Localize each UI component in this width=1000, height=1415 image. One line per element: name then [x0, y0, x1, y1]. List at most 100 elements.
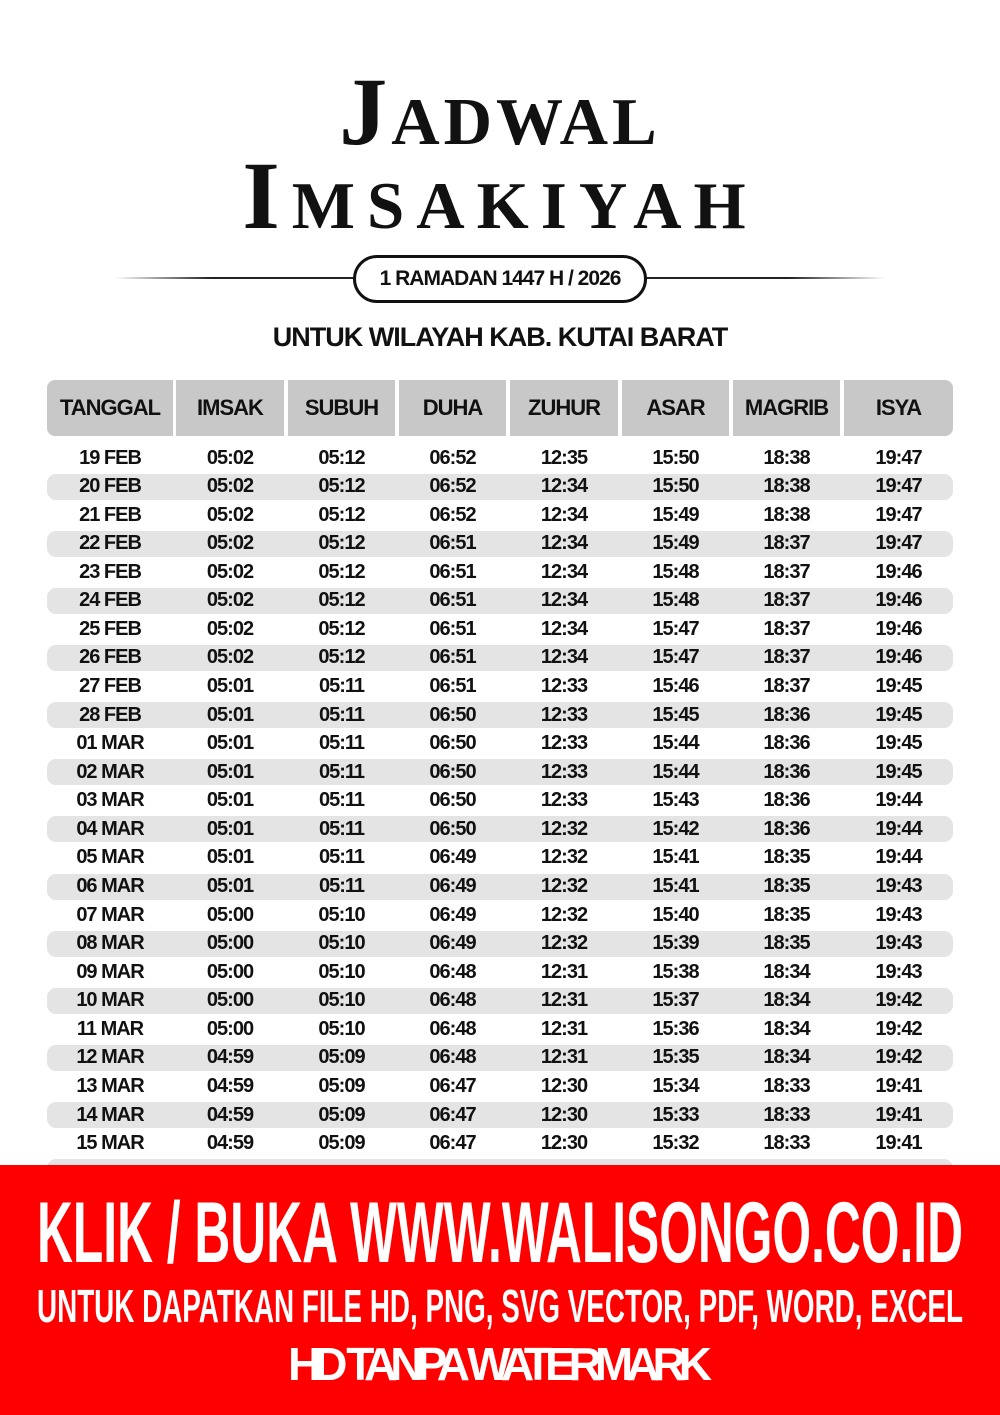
cell-value: 19:45	[875, 760, 922, 783]
table-row: 20 FEB 05:02 05:12 06:52 12:34 15:50 18:38 19:4…	[47, 473, 953, 500]
promo-banner[interactable]: KLIK / BUKA WWW.WALISONGO.CO.ID UNTUK DA…	[0, 1165, 1000, 1415]
cell-magrib: 18:34	[733, 1045, 840, 1071]
cell-magrib: 18:38	[733, 474, 840, 500]
cell-date: 27 FEB	[47, 674, 173, 700]
column-header-label: DUHA	[422, 395, 484, 420]
column-header-label: IMSAK	[197, 395, 264, 420]
cell-value: 18:33	[763, 1075, 810, 1098]
cell-value: 05:10	[318, 1017, 365, 1040]
cell-value: 15:47	[652, 617, 699, 640]
cell-value: 06:52	[429, 446, 476, 469]
cell-value: 05:02	[206, 589, 254, 612]
cell-value: 06:50	[429, 817, 476, 840]
cell-isya: 19:45	[844, 759, 953, 785]
cell-duha: 06:48	[399, 1016, 506, 1042]
cell-date: 14 MAR	[47, 1102, 173, 1128]
cell-imsak: 05:01	[176, 731, 284, 757]
cell-asar: 15:43	[622, 788, 729, 814]
cell-value: 05:02	[206, 560, 254, 583]
cell-zuhur: 12:30	[510, 1131, 618, 1157]
cell-value: 06:48	[429, 989, 476, 1012]
table-row: 04 MAR 05:01 05:11 06:50 12:32 15:42 18:36 19:4…	[47, 816, 953, 843]
cell-zuhur: 12:33	[510, 674, 618, 700]
cell-value: 19:47	[875, 475, 922, 498]
cell-zuhur: 12:32	[510, 816, 618, 842]
cell-magrib: 18:34	[733, 988, 840, 1014]
cell-magrib: 18:37	[733, 531, 840, 557]
cell-value: 05:11	[318, 817, 365, 840]
cell-value: 18:35	[763, 903, 810, 926]
cell-asar: 15:39	[622, 931, 729, 957]
cell-zuhur: 12:34	[510, 502, 618, 528]
cell-value: 19:41	[875, 1132, 922, 1155]
cell-value: 06:51	[429, 589, 476, 612]
cell-magrib: 18:33	[733, 1074, 840, 1100]
cell-asar: 15:47	[622, 645, 729, 671]
cell-value: 19:43	[875, 932, 922, 955]
cell-zuhur: 12:33	[510, 731, 618, 757]
cell-subuh: 05:11	[288, 788, 395, 814]
cell-value: 15:36	[652, 1017, 699, 1040]
cell-asar: 15:34	[622, 1074, 729, 1100]
cell-value: 12:32	[540, 846, 588, 869]
banner-line-1[interactable]: KLIK / BUKA WWW.WALISONGO.CO.ID	[37, 1185, 963, 1281]
cell-imsak: 05:00	[176, 931, 284, 957]
cell-value: 05:12	[318, 589, 365, 612]
cell-magrib: 18:36	[733, 731, 840, 757]
cell-asar: 15:44	[622, 759, 729, 785]
cell-value: 06:50	[429, 789, 476, 812]
cell-imsak: 05:00	[176, 959, 284, 985]
cell-value: 12:32	[540, 875, 588, 898]
cell-date: 09 MAR	[47, 959, 173, 985]
cell-duha: 06:47	[399, 1074, 506, 1100]
cell-magrib: 18:35	[733, 931, 840, 957]
table-row: 15 MAR 04:59 05:09 06:47 12:30 15:32 18:33 19:4…	[47, 1131, 953, 1157]
cell-value: 05:02	[206, 475, 254, 498]
cell-value: 19:45	[875, 732, 922, 755]
cell-value: 06:50	[429, 760, 476, 783]
cell-value: 18:36	[763, 732, 810, 755]
cell-value: 07 MAR	[76, 903, 144, 926]
cell-value: 19:44	[875, 817, 922, 840]
cell-asar: 15:41	[622, 874, 729, 900]
cell-value: 15:50	[652, 475, 699, 498]
cell-value: 15:47	[652, 646, 699, 669]
table-row: 12 MAR 04:59 05:09 06:48 12:31 15:35 18:34 19:4…	[47, 1044, 953, 1071]
cell-zuhur: 12:34	[510, 588, 618, 614]
cell-duha: 06:47	[399, 1102, 506, 1128]
column-header-isya: ISYA	[844, 380, 953, 436]
cell-subuh: 05:09	[288, 1131, 395, 1157]
cell-imsak: 05:00	[176, 1016, 284, 1042]
cell-isya: 19:45	[844, 731, 953, 757]
table-row: 08 MAR 05:00 05:10 06:49 12:32 15:39 18:35 19:4…	[47, 930, 953, 957]
cell-value: 15:48	[652, 560, 699, 583]
cell-value: 15:39	[652, 932, 699, 955]
cell-value: 05:12	[318, 532, 365, 555]
cell-asar: 15:50	[622, 474, 729, 500]
cell-magrib: 18:34	[733, 959, 840, 985]
cell-asar: 15:48	[622, 588, 729, 614]
cell-value: 15:34	[652, 1075, 699, 1098]
cell-value: 15:49	[652, 532, 699, 555]
cell-value: 04:59	[206, 1103, 254, 1126]
cell-subuh: 05:11	[288, 674, 395, 700]
cell-value: 19:47	[875, 446, 922, 469]
cell-magrib: 18:35	[733, 874, 840, 900]
cell-value: 19:45	[875, 675, 922, 698]
cell-date: 25 FEB	[47, 616, 173, 642]
cell-isya: 19:44	[844, 845, 953, 871]
cell-asar: 15:41	[622, 845, 729, 871]
cell-magrib: 18:33	[733, 1102, 840, 1128]
cell-value: 12:30	[540, 1075, 588, 1098]
cell-zuhur: 12:31	[510, 959, 618, 985]
cell-magrib: 18:38	[733, 445, 840, 471]
cell-value: 05:01	[206, 817, 254, 840]
cell-duha: 06:52	[399, 445, 506, 471]
cell-value: 06:49	[429, 932, 476, 955]
cell-value: 05:12	[318, 617, 365, 640]
column-header-label: TANGGAL	[59, 395, 161, 420]
cell-value: 19:45	[875, 703, 922, 726]
cell-value: 05:11	[318, 703, 365, 726]
table-row: 05 MAR 05:01 05:11 06:49 12:32 15:41 18:35 19:4…	[47, 845, 953, 871]
banner-line-3: HD TANPA WATERMARK	[288, 1338, 712, 1390]
